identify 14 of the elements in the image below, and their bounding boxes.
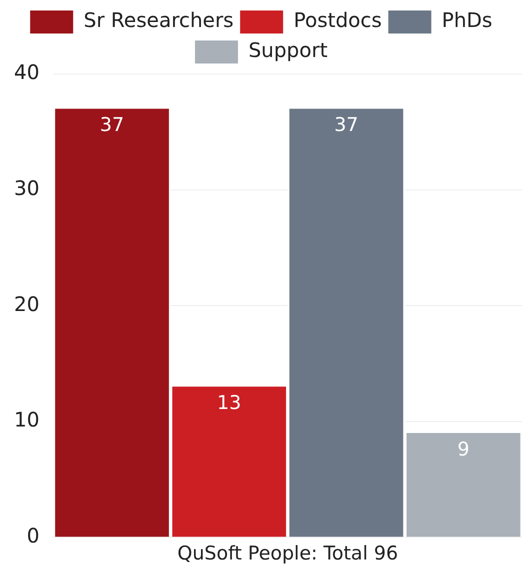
y-tick-label: 10 [14,408,40,432]
data-label: 37 [100,114,124,136]
data-label: 13 [217,392,242,414]
y-tick-label: 20 [14,292,40,316]
y-tick-label: 0 [26,523,40,548]
legend-label: Sr Researchers [84,8,234,32]
data-label: 37 [334,114,358,136]
legend-label: Support [248,38,328,62]
x-tick-label: QuSoft People: Total 96 [177,542,398,565]
y-tick-label: 30 [14,176,40,200]
y-tick-label: 40 [14,60,40,84]
data-label: 9 [457,438,470,460]
legend-label: PhDs [442,8,492,32]
legend-label: Postdocs [294,8,382,32]
